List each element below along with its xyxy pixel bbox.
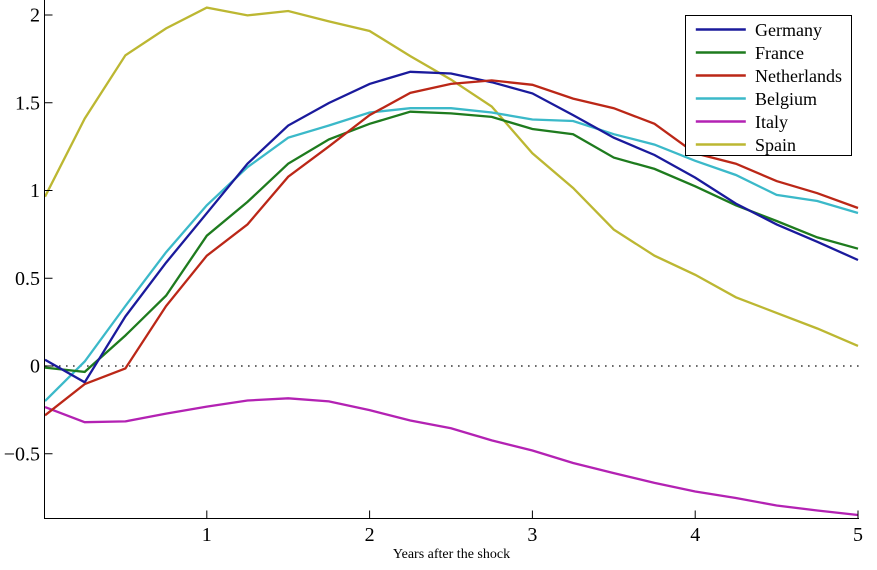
svg-text:1.5: 1.5 — [15, 92, 40, 114]
svg-text:2: 2 — [30, 5, 40, 27]
svg-text:Spain: Spain — [755, 135, 796, 155]
svg-text:−0.5: −0.5 — [4, 443, 40, 465]
svg-text:Netherlands: Netherlands — [755, 66, 842, 86]
svg-text:Years after the shock: Years after the shock — [393, 547, 510, 562]
svg-text:1: 1 — [30, 180, 40, 202]
svg-text:5: 5 — [853, 524, 863, 546]
svg-text:3: 3 — [527, 524, 537, 546]
svg-text:4: 4 — [690, 524, 700, 546]
svg-text:France: France — [755, 43, 804, 63]
svg-text:2: 2 — [365, 524, 375, 546]
svg-text:Germany: Germany — [755, 20, 822, 40]
svg-text:Belgium: Belgium — [755, 89, 817, 109]
svg-text:0.5: 0.5 — [15, 268, 40, 290]
svg-text:0: 0 — [30, 356, 40, 378]
svg-text:Italy: Italy — [755, 112, 788, 132]
svg-text:1: 1 — [202, 524, 212, 546]
